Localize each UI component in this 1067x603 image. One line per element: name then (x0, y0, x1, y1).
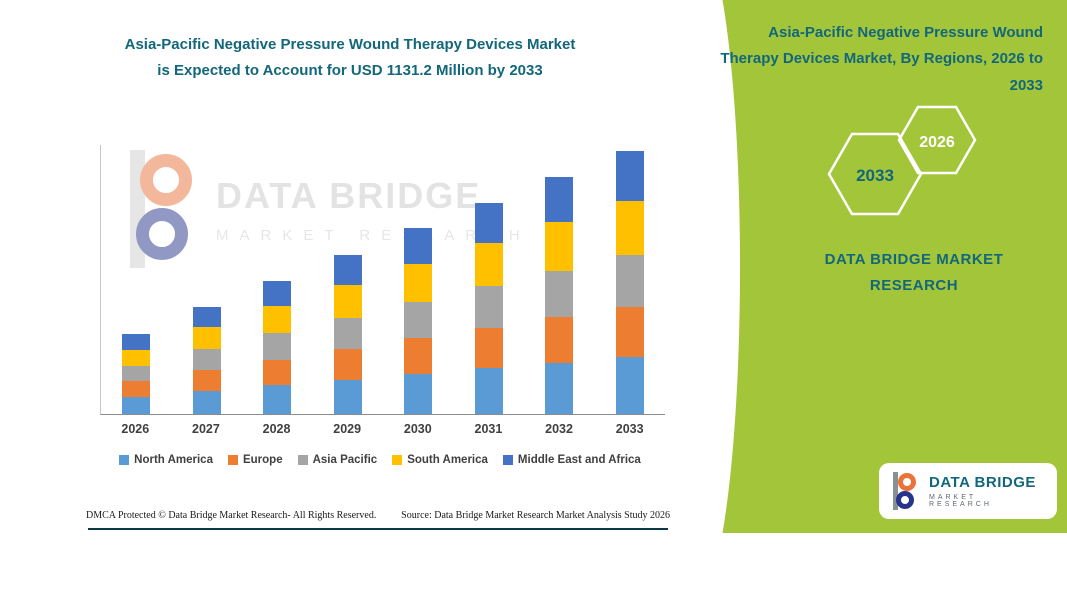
bar-2028 (263, 145, 292, 414)
legend-key-icon (502, 455, 513, 465)
bar-segment-2032-south-america (545, 222, 574, 271)
green-panel (695, 0, 1067, 533)
legend-item-middle-east-and-africa: Middle East and Africa (502, 454, 641, 466)
bar-segment-2026-south-america (122, 349, 151, 366)
legend-key-icon (227, 455, 238, 465)
bar-segment-2027-europe (192, 370, 221, 391)
bar-2029 (333, 145, 362, 414)
bottom-rule (88, 528, 668, 530)
x-label-2031: 2031 (474, 422, 503, 436)
x-axis-labels: 2026 2027 2028 2029 2030 2031 2032 2033 (100, 422, 665, 436)
bar-segment-2028-south-america (263, 306, 292, 334)
legend-key-icon (297, 455, 308, 465)
bar-segment-2026-asia-pacific (122, 365, 151, 382)
bar-2031 (474, 145, 503, 414)
bar-2030 (404, 145, 433, 414)
logo-card-brand: DATA BRIDGE (929, 474, 1036, 491)
bar-segment-2027-middle-east-and-africa (192, 306, 221, 328)
bar-segment-2031-north-america (474, 368, 503, 414)
legend-item-north-america: North America (119, 454, 213, 466)
bar-segment-2028-middle-east-and-africa (263, 280, 292, 307)
bar-segment-2031-middle-east-and-africa (474, 202, 503, 244)
bar-segment-2026-europe (122, 381, 151, 397)
plot-area (100, 145, 665, 415)
bar-segment-2033-asia-pacific (615, 255, 644, 307)
x-label-2029: 2029 (333, 422, 362, 436)
bar-segment-2028-asia-pacific (263, 333, 292, 360)
x-label-2030: 2030 (403, 422, 432, 436)
data-bridge-logo-icon (893, 472, 919, 510)
right-panel-brand: DATA BRIDGE MARKET RESEARCH (824, 251, 1004, 294)
bar-segment-2032-north-america (545, 362, 574, 414)
bar-segment-2027-north-america (192, 390, 221, 414)
legend-label: South America (407, 454, 488, 466)
x-label-2032: 2032 (545, 422, 573, 436)
legend-label: Asia Pacific (312, 454, 378, 466)
legend-item-asia-pacific: Asia Pacific (297, 454, 378, 466)
legend-item-south-america: South America (392, 454, 488, 466)
hexagon-2033-label: 2033 (856, 166, 894, 185)
logo-card-sub: MARKET RESEARCH (929, 494, 992, 508)
bar-segment-2032-asia-pacific (545, 270, 574, 318)
bar-segment-2033-north-america (615, 357, 644, 414)
bar-segment-2027-south-america (192, 327, 221, 350)
watermark: DATA BRIDGE MARKET RESEARCH (130, 150, 531, 268)
chart-title: Asia-Pacific Negative Pressure Wound The… (40, 32, 660, 83)
bar-2033 (615, 145, 644, 414)
bar-segment-2026-north-america (122, 396, 151, 414)
hexagon-2026-label: 2026 (919, 134, 955, 151)
chart-section: Asia-Pacific Negative Pressure Wound The… (40, 32, 690, 530)
bar-segment-2030-north-america (404, 373, 433, 414)
x-label-2033: 2033 (615, 422, 644, 436)
legend-label: Middle East and Africa (517, 454, 641, 466)
bar-segment-2029-europe (333, 349, 362, 380)
bar-segment-2031-asia-pacific (474, 286, 503, 328)
bar-segment-2030-europe (404, 338, 433, 374)
footer-source: Source: Data Bridge Market Research Mark… (401, 510, 670, 521)
chart-legend: North America Europe Asia Pacific South Ame… (70, 454, 690, 466)
bar-segment-2029-north-america (333, 379, 362, 414)
bar-segment-2030-asia-pacific (404, 302, 433, 339)
bar-segment-2026-middle-east-and-africa (122, 334, 151, 350)
chart-title-line1: Asia-Pacific Negative Pressure Wound The… (124, 36, 576, 53)
legend-item-europe: Europe (227, 454, 283, 466)
bar-segment-2031-europe (474, 327, 503, 369)
bar-segment-2028-north-america (263, 385, 292, 414)
bar-2027 (192, 145, 221, 414)
bar-2032 (545, 145, 574, 414)
data-bridge-logo-watermark-icon (130, 150, 196, 268)
bar-segment-2033-middle-east-and-africa (615, 150, 644, 202)
bar-segment-2030-south-america (404, 264, 433, 303)
bar-2026 (122, 145, 151, 414)
bar-segment-2032-europe (545, 317, 574, 363)
bar-segment-2029-south-america (333, 285, 362, 318)
legend-key-icon (119, 455, 130, 465)
bar-segment-2030-middle-east-and-africa (404, 227, 433, 265)
bar-segment-2027-asia-pacific (192, 349, 221, 371)
footer: DMCA Protected © Data Bridge Market Rese… (86, 510, 670, 521)
chart-title-line2: is Expected to Account for USD 1131.2 Mi… (157, 61, 543, 79)
bar-segment-2028-europe (263, 359, 292, 386)
year-hexagons: 2033 2026 (827, 105, 977, 216)
legend-key-icon (392, 455, 403, 465)
x-label-2027: 2027 (192, 422, 220, 436)
legend-label: North America (134, 454, 213, 466)
x-label-2028: 2028 (262, 422, 291, 436)
divider-curve (650, 0, 740, 603)
bar-segment-2029-asia-pacific (333, 317, 362, 350)
bar-segment-2032-middle-east-and-africa (545, 176, 574, 222)
hexagon-2026 (897, 105, 977, 175)
footer-dmca: DMCA Protected © Data Bridge Market Rese… (86, 510, 377, 521)
bar-segment-2029-middle-east-and-africa (333, 254, 362, 286)
watermark-brand: DATA BRIDGE (216, 174, 482, 216)
bar-segment-2033-south-america (615, 201, 644, 256)
legend-label: Europe (242, 454, 283, 466)
x-label-2026: 2026 (121, 422, 150, 436)
bar-segment-2031-south-america (474, 243, 503, 287)
right-panel-heading: Asia-Pacific Negative Pressure Wound The… (720, 24, 1043, 94)
bar-segment-2033-europe (615, 306, 644, 358)
watermark-sub: MARKET RESEARCH (216, 226, 531, 244)
logo-card: DATA BRIDGE MARKET RESEARCH (879, 463, 1057, 519)
